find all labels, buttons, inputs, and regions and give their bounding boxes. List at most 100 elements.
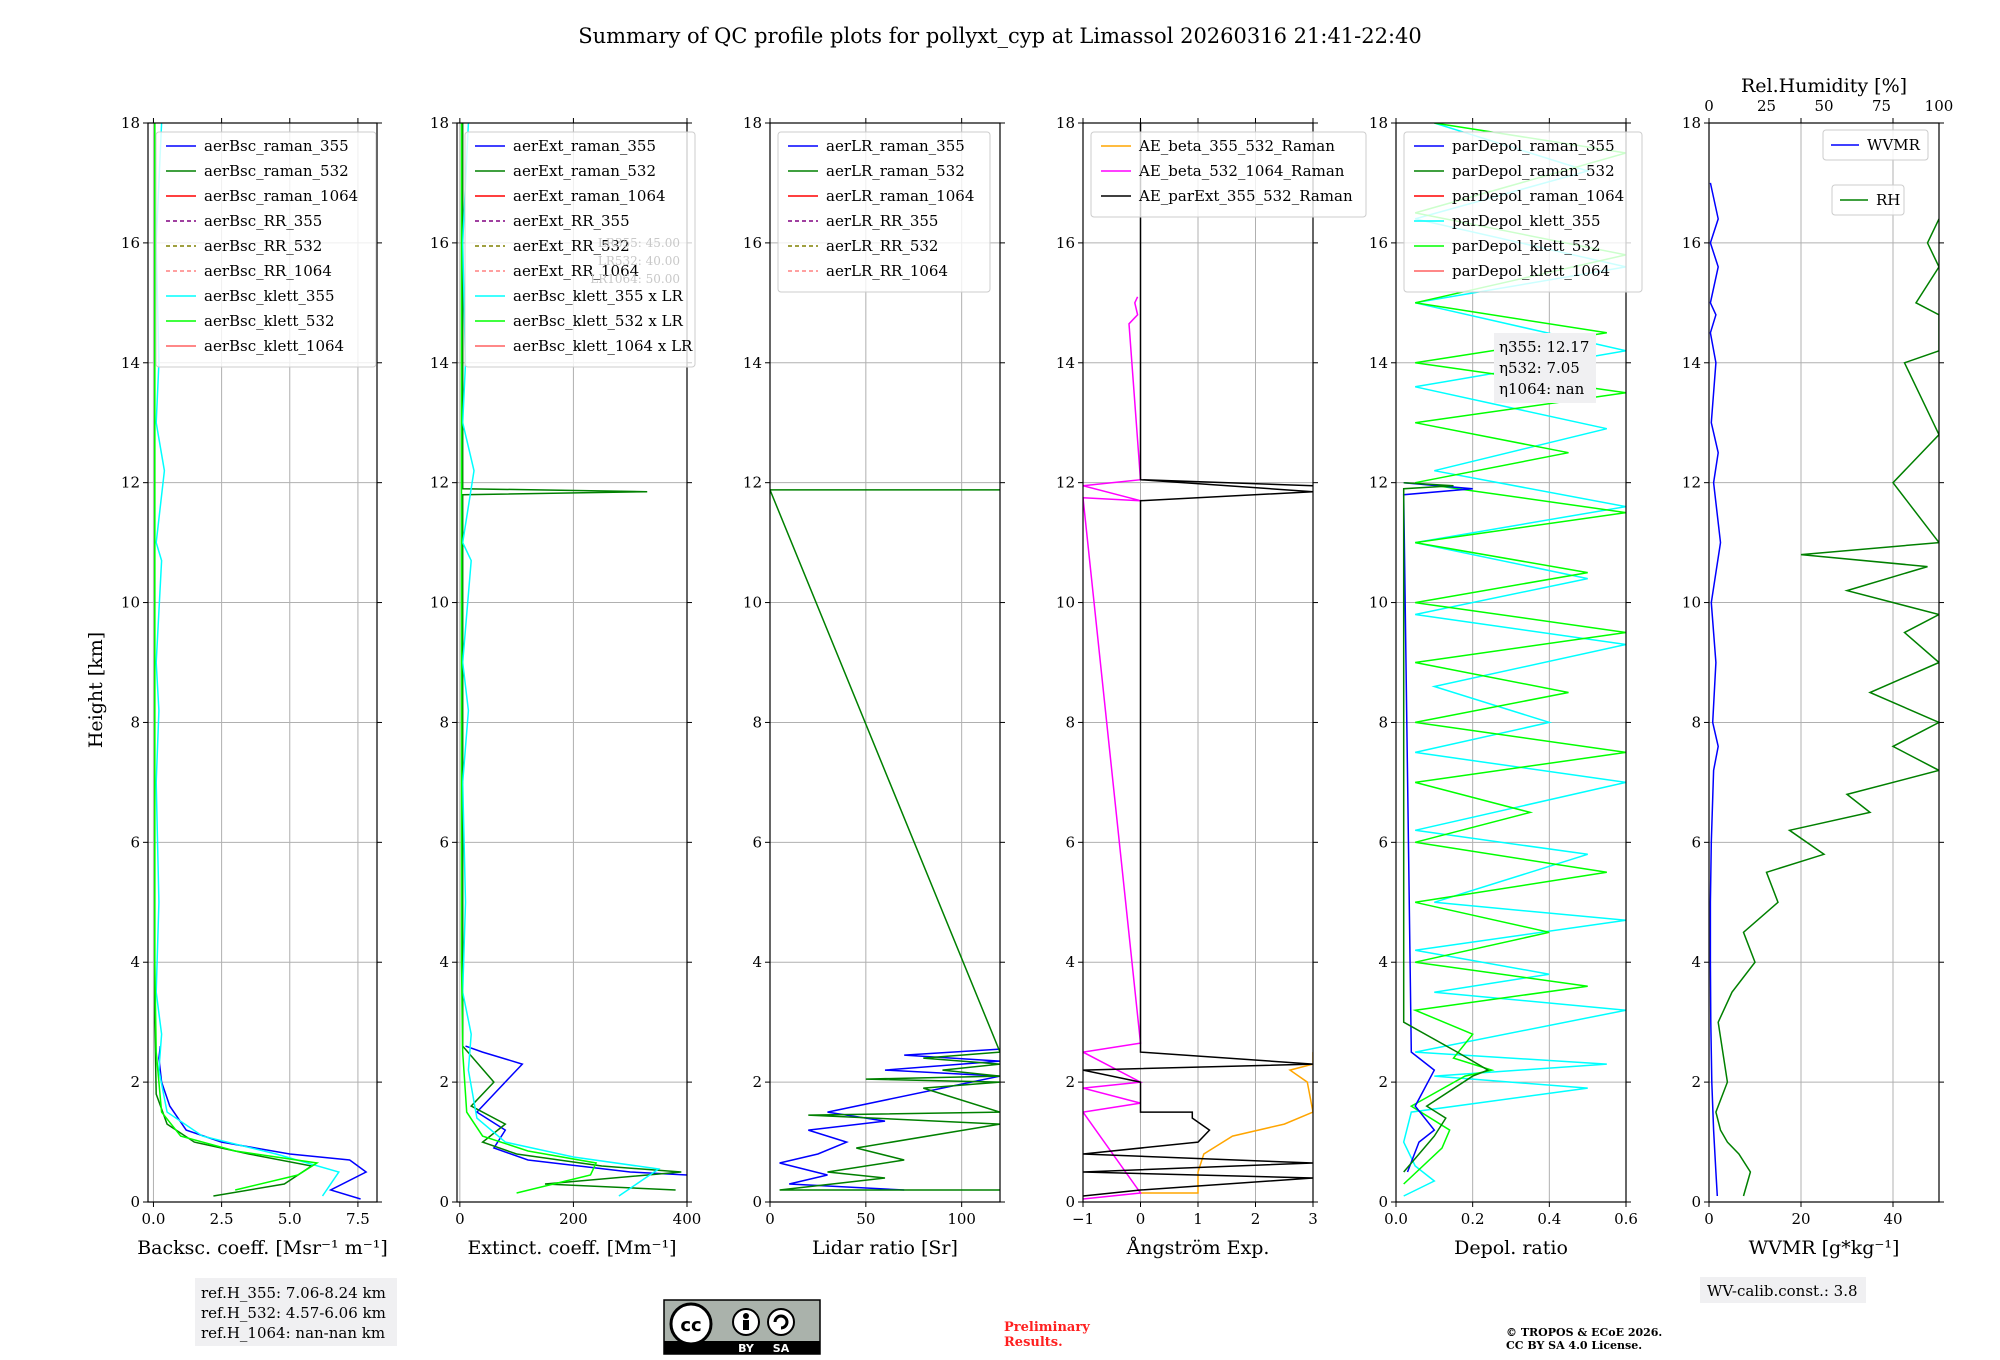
x-tick-label: 50 bbox=[856, 1210, 875, 1228]
y-tick-label: 2 bbox=[752, 1073, 762, 1091]
series-line-aerlr-raman-532 bbox=[770, 489, 1000, 1191]
series-line-pardepol-raman-532 bbox=[1402, 481, 1490, 1173]
y-tick-label: 18 bbox=[430, 114, 449, 132]
sa-text: SA bbox=[773, 1342, 790, 1355]
legend-label: aerLR_raman_532 bbox=[826, 162, 965, 180]
legend-label: aerBsc_raman_1064 bbox=[204, 187, 358, 205]
top-x-tick-label: 75 bbox=[1872, 97, 1891, 115]
copyright-line-2: CC BY SA 4.0 License. bbox=[1506, 1339, 1642, 1352]
x-tick-label: 0.2 bbox=[1461, 1210, 1485, 1228]
lr-note: LR1064: 50.00 bbox=[590, 272, 680, 286]
legend-label: parDepol_klett_532 bbox=[1452, 237, 1601, 255]
y-tick-label: 14 bbox=[1056, 354, 1075, 372]
legend-label: RH bbox=[1876, 191, 1900, 209]
legend-label: AE_beta_532_1064_Raman bbox=[1138, 162, 1345, 180]
top-axis-label: Rel.Humidity [%] bbox=[1741, 75, 1907, 97]
copyright-line-1: © TROPOS & ECoE 2026. bbox=[1506, 1326, 1662, 1339]
panel-extinction: 0 2 4 6 8 10 12 14 16 18 0 200 400 Extinct. coeff. [M… bbox=[430, 114, 701, 1259]
legend-label: aerBsc_raman_355 bbox=[204, 137, 349, 155]
series-line-aerbsc-klett-355 bbox=[155, 123, 341, 1197]
eta-note: η355: 12.17 bbox=[1499, 338, 1589, 356]
series-line-aerbsc-klett-355-x-lr bbox=[461, 123, 661, 1197]
legend: aerBsc_raman_355 aerBsc_raman_532 aerBsc_r… bbox=[155, 131, 377, 368]
y-tick-label: 14 bbox=[121, 354, 140, 372]
legend-label: aerExt_raman_355 bbox=[513, 137, 656, 155]
legend-label: aerExt_raman_532 bbox=[513, 162, 656, 180]
x-tick-label: 0.0 bbox=[1384, 1210, 1408, 1228]
x-axis-label: WVMR [g*kg⁻¹] bbox=[1749, 1237, 1900, 1259]
lr-note: LR532: 40.00 bbox=[598, 254, 680, 268]
x-tick-label: 0.0 bbox=[142, 1210, 166, 1228]
x-tick-label: 0.6 bbox=[1614, 1210, 1638, 1228]
y-tick-label: 0 bbox=[1691, 1193, 1701, 1211]
legend-label: aerExt_RR_355 bbox=[513, 212, 630, 230]
y-tick-label: 2 bbox=[1378, 1073, 1388, 1091]
y-tick-label: 10 bbox=[121, 594, 140, 612]
figure-title: Summary of QC profile plots for pollyxt_… bbox=[578, 24, 1422, 48]
x-tick-label: 0 bbox=[455, 1210, 465, 1228]
y-tick-label: 12 bbox=[1369, 474, 1388, 492]
x-tick-label: 7.5 bbox=[346, 1210, 370, 1228]
y-tick-label: 16 bbox=[121, 234, 140, 252]
y-tick-label: 16 bbox=[430, 234, 449, 252]
legend-label: aerLR_raman_355 bbox=[826, 137, 965, 155]
y-tick-label: 4 bbox=[752, 953, 762, 971]
x-tick-label: 40 bbox=[1883, 1210, 1902, 1228]
y-tick-label: 10 bbox=[743, 594, 762, 612]
y-tick-label: 0 bbox=[439, 1193, 449, 1211]
by-text: BY bbox=[738, 1342, 755, 1355]
sa-icon bbox=[767, 1308, 795, 1336]
y-tick-label: 12 bbox=[743, 474, 762, 492]
y-tick-label: 18 bbox=[121, 114, 140, 132]
y-tick-label: 2 bbox=[1065, 1073, 1075, 1091]
x-tick-label: 2.5 bbox=[210, 1210, 234, 1228]
y-tick-label: 16 bbox=[1056, 234, 1075, 252]
legend-label: parDepol_raman_1064 bbox=[1452, 187, 1624, 205]
legend: AE_beta_355_532_Raman AE_beta_532_1064_Ra… bbox=[1090, 131, 1367, 218]
legend-label: parDepol_raman_532 bbox=[1452, 162, 1615, 180]
y-tick-label: 8 bbox=[1378, 713, 1388, 731]
y-tick-label: 10 bbox=[1682, 594, 1701, 612]
series-line-aerbsc-klett-532 bbox=[154, 123, 320, 1191]
legend-box bbox=[1090, 131, 1367, 218]
legend-box bbox=[1822, 129, 1929, 161]
y-tick-label: 16 bbox=[1369, 234, 1388, 252]
y-tick-label: 6 bbox=[439, 833, 449, 851]
series-line-pardepol-klett-532 bbox=[1403, 123, 1626, 1185]
y-tick-label: 14 bbox=[1682, 354, 1701, 372]
series-line-ae-beta-532-1064-raman bbox=[1083, 296, 1144, 1200]
y-tick-label: 10 bbox=[430, 594, 449, 612]
y-tick-label: 8 bbox=[1065, 713, 1075, 731]
top-x-tick-label: 50 bbox=[1814, 97, 1833, 115]
legend: aerExt_raman_355 aerExt_raman_532 aerExt_r… bbox=[464, 131, 696, 368]
series-line-pardepol-raman-355 bbox=[1402, 481, 1473, 1173]
series-line-aerbsc-raman-532 bbox=[154, 123, 314, 1197]
eta-note: η1064: nan bbox=[1499, 380, 1585, 398]
legend-label: aerBsc_RR_532 bbox=[204, 237, 322, 255]
y-axis-label: Height [km] bbox=[85, 632, 107, 748]
y-tick-label: 18 bbox=[1682, 114, 1701, 132]
x-tick-label: 5.0 bbox=[278, 1210, 302, 1228]
series-line-aerbsc-raman-355 bbox=[158, 1046, 368, 1200]
legend-label: aerExt_RR_532 bbox=[513, 237, 630, 255]
panel-backscatter: 0 2 4 6 8 10 12 14 16 18 0.0 2.5 5.0 7.5 Backsc. coeff… bbox=[121, 114, 388, 1259]
y-tick-label: 8 bbox=[439, 713, 449, 731]
y-tick-label: 18 bbox=[1369, 114, 1388, 132]
series-line-rh bbox=[1715, 218, 1939, 1197]
y-tick-label: 12 bbox=[121, 474, 140, 492]
legend-label: aerBsc_klett_355 bbox=[204, 287, 335, 305]
legend-label: parDepol_klett_355 bbox=[1452, 212, 1601, 230]
legend: WVMR RH bbox=[1822, 129, 1929, 216]
legend-label: aerBsc_raman_532 bbox=[204, 162, 349, 180]
x-axis-label: Extinct. coeff. [Mm⁻¹] bbox=[467, 1237, 676, 1259]
y-tick-label: 6 bbox=[130, 833, 140, 851]
legend: parDepol_raman_355 parDepol_raman_532 parD… bbox=[1403, 131, 1643, 293]
y-tick-label: 16 bbox=[743, 234, 762, 252]
axes-frame bbox=[1395, 122, 1627, 1203]
legend-label: aerBsc_klett_532 bbox=[204, 312, 335, 330]
refh-box bbox=[195, 1278, 397, 1346]
